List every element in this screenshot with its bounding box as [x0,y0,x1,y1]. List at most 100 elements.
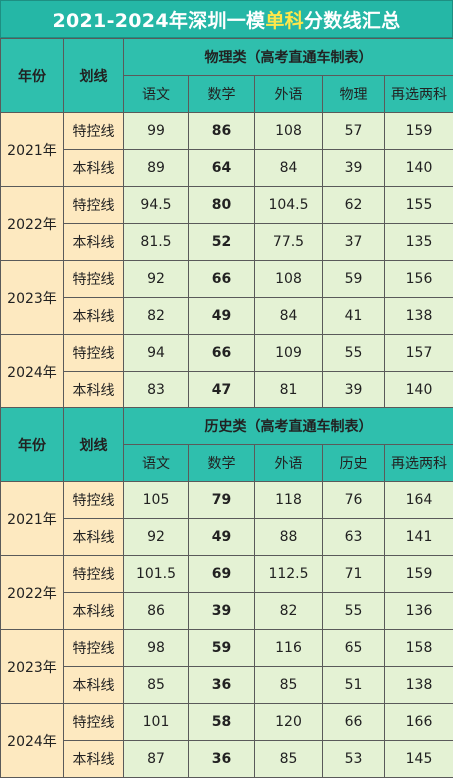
header-line: 划线 [63,38,124,113]
physics-score-table: 年份 划线 物理类（高考直通车制表） 语文 数学 外语 物理 再选两科 2021… [0,38,453,409]
table-row: 2023年 特控线 98 59 116 65 158 [0,629,453,704]
line-type-cell: 本科线 [63,740,124,778]
history-score-table: 年份 划线 历史类（高考直通车制表） 语文 数学 外语 历史 再选两科 2021… [0,407,453,778]
line-type-cell: 特控线 [63,260,124,298]
score-cell: 104.5 [254,186,323,224]
table-row: 本科线 89 64 84 39 140 [1,149,453,187]
score-cell: 66 [322,703,385,741]
score-cell: 59 [188,629,255,667]
score-cell: 120 [254,703,323,741]
score-cell: 55 [322,592,385,630]
line-type-cell: 特控线 [63,334,124,372]
score-cell: 88 [254,518,323,556]
score-cell: 98 [123,629,189,667]
score-cell: 157 [383,334,453,372]
score-cell: 82 [123,297,189,335]
line-type-cell: 本科线 [63,223,124,261]
score-cell: 84 [254,149,323,187]
score-cell: 101.5 [123,555,189,593]
score-cell: 57 [322,112,385,150]
title-highlight: 单科 [265,9,304,32]
score-cell: 116 [254,629,323,667]
col-math: 数学 [188,75,255,113]
score-cell: 39 [322,371,385,409]
score-cell: 94.5 [123,186,189,224]
score-cell: 140 [383,371,453,409]
score-cell: 92 [123,260,189,298]
score-cell: 59 [322,260,385,298]
table-row: 2024年 特控线 94 66 109 55 157 [0,334,453,409]
score-cell: 36 [188,740,255,778]
score-cell: 65 [322,629,385,667]
score-cell: 41 [322,297,385,335]
score-cell: 92 [123,518,189,556]
score-cell: 80 [188,186,255,224]
score-cell: 155 [383,186,453,224]
score-cell: 101 [123,703,189,741]
title-part1: 2021-2024年深圳一模 [52,9,266,32]
score-cell: 135 [383,223,453,261]
score-cell: 94 [123,334,189,372]
score-cell: 52 [188,223,255,261]
score-cell: 84 [254,297,323,335]
score-cell: 86 [123,592,189,630]
title-part2: 分数线汇总 [303,9,401,32]
score-cell: 36 [188,666,255,704]
score-cell: 138 [383,297,453,335]
table-row: 本科线 85 36 85 51 138 [1,666,453,704]
score-cell: 85 [123,666,189,704]
score-cell: 89 [123,149,189,187]
score-cell: 138 [383,666,453,704]
table-row: 本科线 81.5 52 77.5 37 135 [1,223,453,261]
col-foreign-language: 外语 [254,75,323,113]
score-cell: 39 [322,149,385,187]
table-row: 本科线 87 36 85 53 145 [1,740,453,778]
line-type-cell: 特控线 [63,703,124,741]
score-cell: 108 [254,112,323,150]
score-cell: 85 [254,740,323,778]
col-math: 数学 [188,444,255,482]
table-row: 2023年 特控线 92 66 108 59 156 [0,260,453,335]
score-cell: 136 [383,592,453,630]
year-cell: 2023年 [0,260,64,335]
score-cell: 164 [383,481,453,519]
year-cell: 2024年 [0,703,64,778]
score-cell: 158 [383,629,453,667]
header-line: 划线 [63,407,124,482]
score-cell: 82 [254,592,323,630]
header-year: 年份 [0,38,64,113]
table-row: 2022年 特控线 94.5 80 104.5 62 155 [0,186,453,261]
score-cell: 87 [123,740,189,778]
col-foreign-language: 外语 [254,444,323,482]
line-type-cell: 本科线 [63,518,124,556]
score-cell: 64 [188,149,255,187]
line-type-cell: 特控线 [63,481,124,519]
line-type-cell: 本科线 [63,666,124,704]
line-type-cell: 特控线 [63,555,124,593]
year-cell: 2022年 [0,186,64,261]
score-cell: 49 [188,518,255,556]
score-cell: 81.5 [123,223,189,261]
score-cell: 141 [383,518,453,556]
col-history: 历史 [322,444,385,482]
line-type-cell: 本科线 [63,297,124,335]
score-cell: 53 [322,740,385,778]
page-title: 2021-2024年深圳一模 单科 分数线汇总 [0,0,453,38]
line-type-cell: 本科线 [63,592,124,630]
year-cell: 2024年 [0,334,64,409]
col-two-electives: 再选两科 [383,444,453,482]
score-cell: 62 [322,186,385,224]
year-cell: 2022年 [0,555,64,630]
score-cell: 71 [322,555,385,593]
score-cell: 166 [383,703,453,741]
score-cell: 49 [188,297,255,335]
score-cell: 55 [322,334,385,372]
line-type-cell: 本科线 [63,371,124,409]
score-cell: 51 [322,666,385,704]
score-cell: 39 [188,592,255,630]
score-cell: 81 [254,371,323,409]
score-cell: 159 [383,555,453,593]
table-row: 2024年 特控线 101 58 120 66 166 [0,703,453,778]
year-cell: 2023年 [0,629,64,704]
table-row: 本科线 86 39 82 55 136 [1,592,453,630]
